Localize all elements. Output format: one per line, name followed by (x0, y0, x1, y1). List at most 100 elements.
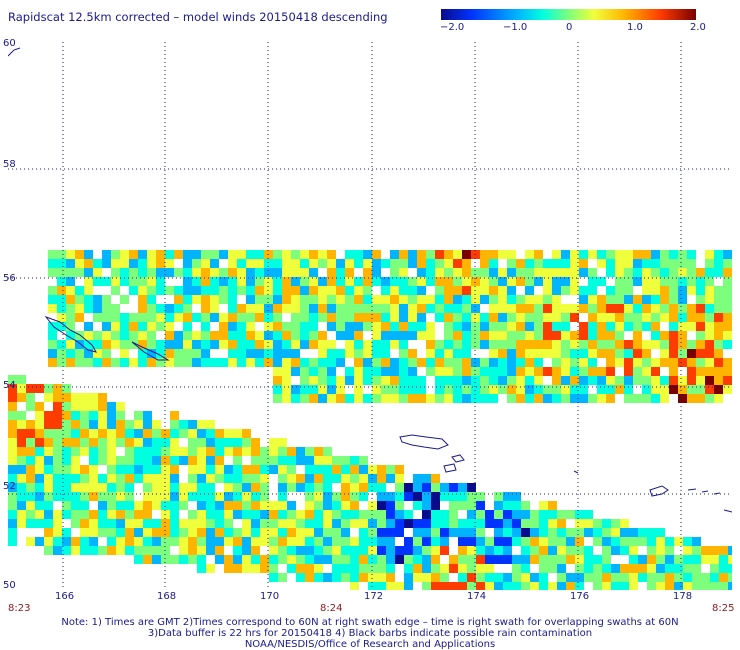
wind-cell (71, 465, 80, 474)
wind-cell (467, 528, 476, 537)
wind-cell (26, 537, 35, 546)
wind-cell (386, 546, 395, 555)
wind-cell (651, 331, 660, 340)
wind-cell (264, 331, 273, 340)
wind-cell (530, 546, 539, 555)
wind-cell (462, 340, 471, 349)
wind-cell (206, 564, 215, 573)
wind-cell (264, 259, 273, 268)
wind-cell (278, 528, 287, 537)
wind-cell (350, 555, 359, 564)
wind-cell (629, 546, 638, 555)
wind-cell (489, 313, 498, 322)
wind-cell (242, 438, 251, 447)
wind-cell (188, 456, 197, 465)
wind-cell (309, 376, 318, 385)
wind-cell (633, 358, 642, 367)
wind-cell (174, 313, 183, 322)
wind-cell (372, 322, 381, 331)
wind-cell (233, 564, 242, 573)
wind-cell (417, 250, 426, 259)
wind-cell (219, 268, 228, 277)
wind-cell (98, 501, 107, 510)
wind-cell (435, 259, 444, 268)
wind-cell (332, 510, 341, 519)
wind-cell (485, 546, 494, 555)
wind-cell (53, 411, 62, 420)
wind-cell (413, 519, 422, 528)
wind-cell (381, 349, 390, 358)
wind-cell (480, 250, 489, 259)
wind-cell (647, 537, 656, 546)
wind-cell (359, 573, 368, 582)
wind-cell (377, 528, 386, 537)
wind-cell (669, 376, 678, 385)
wind-cell (102, 313, 111, 322)
wind-cell (489, 394, 498, 403)
wind-cell (476, 582, 485, 590)
wind-cell (134, 537, 143, 546)
wind-cell (561, 304, 570, 313)
wind-cell (368, 555, 377, 564)
wind-cell (579, 349, 588, 358)
wind-cell (143, 555, 152, 564)
wind-cell (714, 367, 723, 376)
wind-cell (444, 259, 453, 268)
wind-cell (678, 322, 687, 331)
wind-cell (570, 313, 579, 322)
wind-cell (188, 537, 197, 546)
wind-cell (147, 304, 156, 313)
wind-cell (548, 564, 557, 573)
wind-cell (273, 322, 282, 331)
wind-cell (93, 277, 102, 286)
wind-cell (431, 528, 440, 537)
wind-cell (174, 358, 183, 367)
wind-cell (26, 429, 35, 438)
wind-cell (521, 564, 530, 573)
wind-cell (300, 313, 309, 322)
wind-cell (44, 528, 53, 537)
wind-cell (354, 349, 363, 358)
wind-cell (489, 367, 498, 376)
lat-label: 60 (3, 38, 16, 49)
wind-cell (143, 510, 152, 519)
wind-cell (233, 555, 242, 564)
wind-cell (273, 259, 282, 268)
wind-cell (642, 394, 651, 403)
wind-cell (480, 313, 489, 322)
wind-cell (26, 474, 35, 483)
wind-cell (309, 268, 318, 277)
wind-cell (705, 259, 714, 268)
wind-cell (521, 510, 530, 519)
wind-cell (138, 340, 147, 349)
wind-cell (224, 447, 233, 456)
wind-cell (170, 537, 179, 546)
wind-cell (440, 528, 449, 537)
wind-cell (143, 537, 152, 546)
wind-cell (287, 456, 296, 465)
wind-cell (17, 465, 26, 474)
wind-cell (35, 537, 44, 546)
wind-cell (273, 394, 282, 403)
wind-cell (201, 286, 210, 295)
wind-cell (8, 528, 17, 537)
wind-cell (120, 295, 129, 304)
wind-cell (516, 340, 525, 349)
wind-cell (534, 250, 543, 259)
wind-cell (390, 268, 399, 277)
wind-cell (305, 456, 314, 465)
wind-cell (345, 313, 354, 322)
wind-cell (17, 492, 26, 501)
wind-cell (84, 268, 93, 277)
wind-cell (390, 322, 399, 331)
wind-cell (273, 349, 282, 358)
wind-cell (597, 349, 606, 358)
wind-cell (273, 277, 282, 286)
wind-cell (327, 385, 336, 394)
wind-cell (143, 456, 152, 465)
wind-cell (714, 250, 723, 259)
wind-cell (363, 394, 372, 403)
wind-cell (251, 519, 260, 528)
wind-cell (35, 519, 44, 528)
wind-cell (89, 519, 98, 528)
